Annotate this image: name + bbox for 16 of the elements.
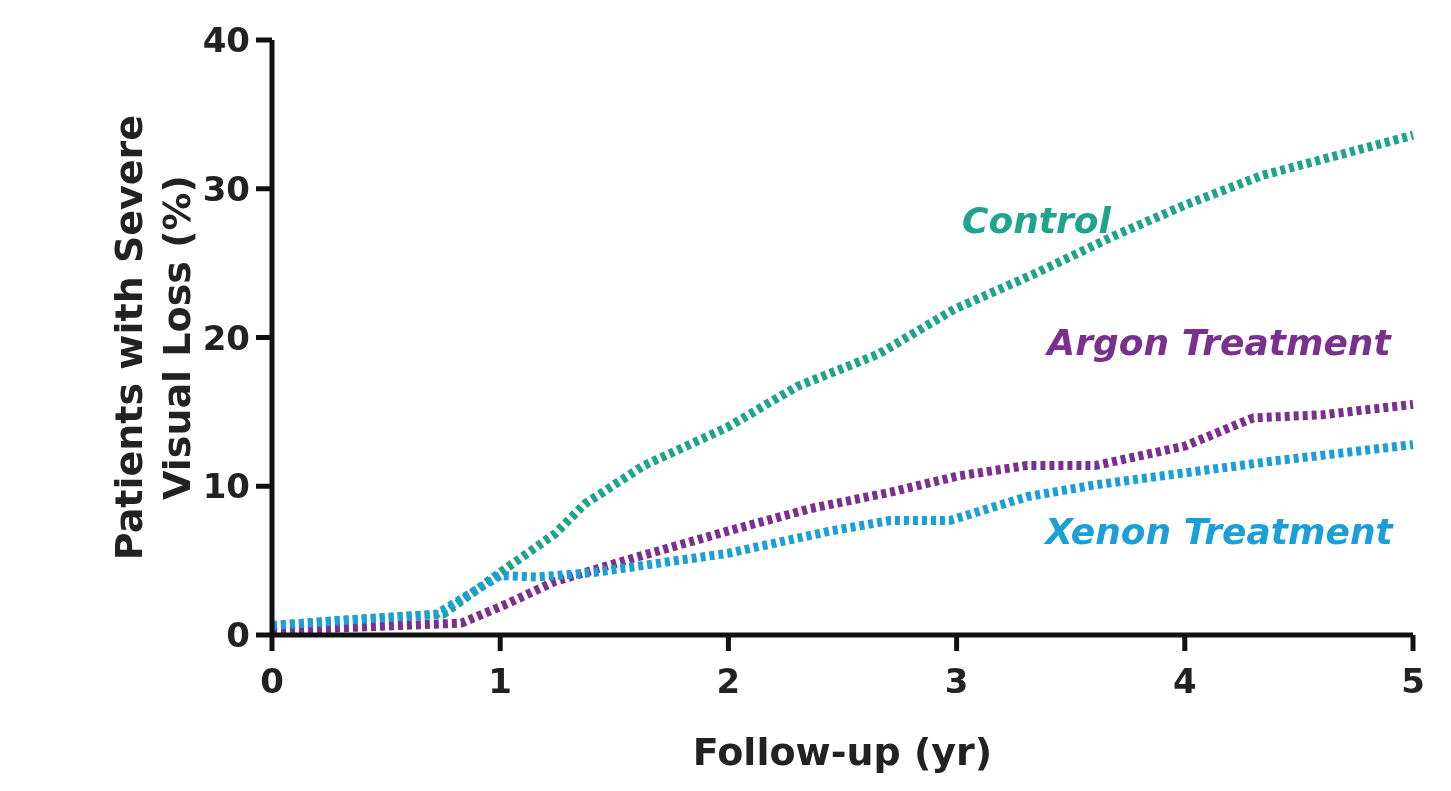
x-tick-label: 5: [1401, 661, 1425, 701]
series-label: Argon Treatment: [1044, 322, 1393, 364]
series-label: Xenon Treatment: [1043, 511, 1395, 553]
series-label: Control: [962, 200, 1112, 242]
x-tick-label: 3: [944, 661, 969, 701]
y-tick-label: 30: [202, 168, 250, 209]
y-tick-label: 0: [226, 615, 250, 655]
x-axis-title: Follow-up (yr): [692, 730, 993, 774]
y-axis-title: Patients with Severe Visual Loss (%): [107, 114, 199, 561]
x-tick-label: 0: [260, 661, 284, 701]
y-tick-label: 40: [202, 20, 250, 60]
y-tick-label: 20: [202, 317, 250, 358]
x-tick-label: 4: [1172, 661, 1197, 701]
x-tick-label: 1: [488, 661, 513, 701]
x-tick-label: 2: [716, 661, 741, 701]
y-tick-label: 10: [202, 466, 250, 507]
